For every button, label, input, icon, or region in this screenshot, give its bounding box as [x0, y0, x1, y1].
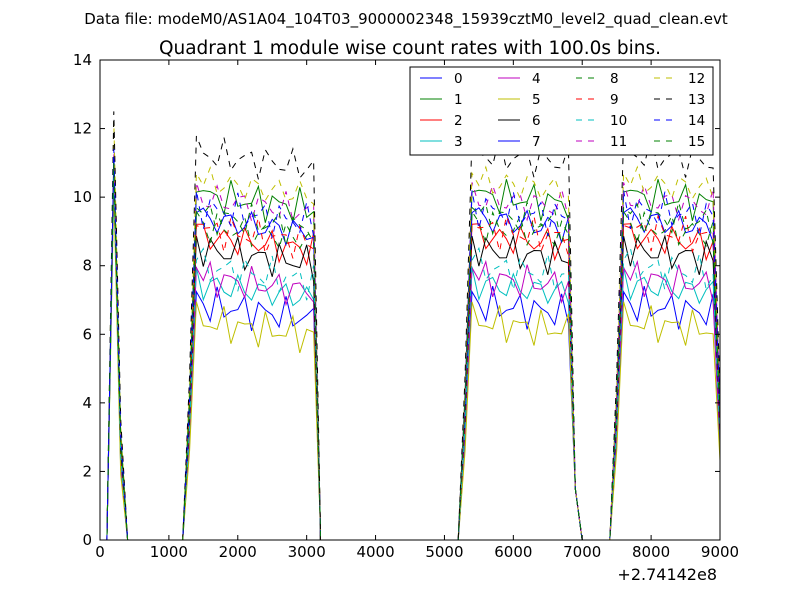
legend-label-5: 5	[532, 92, 541, 108]
ticks-layer: 0 1000 2000 3000 4000 5000 6000 7000 8000 9000 0 2 4…	[73, 51, 739, 561]
y-tick-label: 4	[82, 394, 92, 412]
legend-label-1: 1	[454, 92, 463, 108]
y-tick-label: 6	[82, 325, 92, 343]
series-line-6	[100, 162, 721, 541]
legend-box	[409, 66, 714, 156]
y-tick-label: 12	[73, 120, 92, 138]
legend-label-14: 14	[688, 113, 705, 129]
x-tick-label: 2000	[219, 543, 257, 561]
figure-suptitle: Data file: modeM0/AS1A04_104T03_90000023…	[84, 10, 728, 29]
series-line-15	[100, 162, 721, 541]
x-tick-label: 5000	[425, 543, 463, 561]
legend-label-13: 13	[688, 92, 705, 108]
x-tick-label: 7000	[563, 543, 601, 561]
legend-label-7: 7	[532, 134, 541, 150]
legend-label-3: 3	[454, 134, 463, 150]
legend-label-12: 12	[688, 71, 705, 87]
x-tick-label: 9000	[701, 543, 739, 561]
series-line-9	[100, 169, 721, 541]
x-offset-label: +2.74142e8	[617, 565, 717, 584]
series-line-2	[100, 166, 721, 541]
y-tick-label: 0	[82, 531, 92, 549]
legend-label-8: 8	[610, 71, 619, 87]
x-tick-label: 1000	[150, 543, 188, 561]
y-tick-label: 14	[73, 51, 92, 69]
legend-label-0: 0	[454, 71, 463, 87]
legend-label-9: 9	[610, 92, 619, 108]
legend-label-2: 2	[454, 113, 463, 129]
series-line-3	[100, 179, 721, 541]
series-line-8	[100, 166, 721, 541]
y-tick-label: 8	[82, 257, 92, 275]
x-tick-label: 0	[95, 543, 105, 561]
legend-label-10: 10	[610, 113, 627, 129]
legend-label-4: 4	[532, 71, 541, 87]
y-tick-label: 2	[82, 462, 92, 480]
x-tick-label: 8000	[632, 543, 670, 561]
legend-label-15: 15	[688, 134, 705, 150]
series-line-13	[100, 111, 721, 541]
series-line-14	[100, 149, 721, 541]
series-line-4	[100, 176, 721, 541]
x-tick-label: 6000	[494, 543, 532, 561]
x-tick-label: 4000	[356, 543, 394, 561]
plot-frame	[99, 59, 721, 541]
series-line-5	[100, 190, 721, 541]
legend-label-6: 6	[532, 113, 541, 129]
y-tick-label: 10	[73, 188, 92, 206]
series-layer	[100, 111, 721, 541]
legend-label-11: 11	[610, 134, 627, 150]
series-line-0	[100, 169, 721, 541]
series-line-7	[100, 159, 721, 541]
x-tick-label: 3000	[288, 543, 326, 561]
series-line-12	[100, 121, 721, 541]
chart-title: Quadrant 1 module wise count rates with …	[159, 38, 661, 59]
